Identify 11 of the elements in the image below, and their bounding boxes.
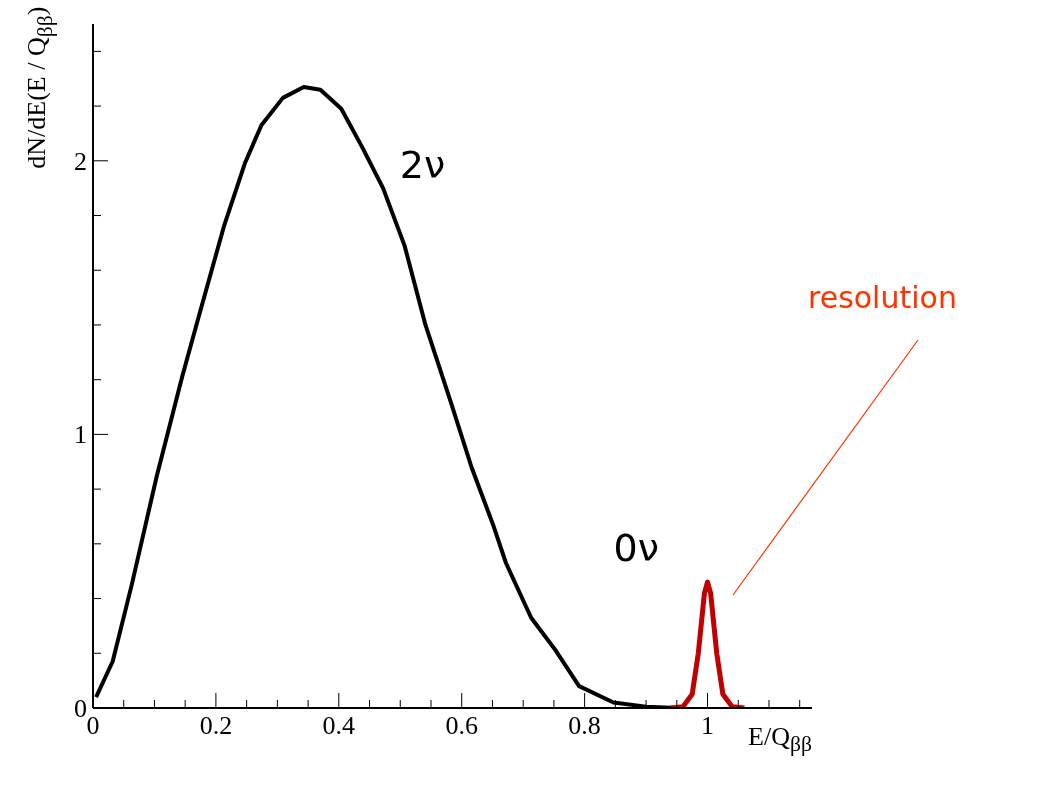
annotation: resolution xyxy=(808,280,957,315)
y-tick-label: 2 xyxy=(74,146,87,176)
y-tick-label: 1 xyxy=(74,420,87,450)
x-tick-label: 1 xyxy=(701,711,715,740)
x-tick-label: 0.2 xyxy=(199,711,233,740)
x-tick-label: 0.8 xyxy=(568,711,601,740)
series-label: 2ν xyxy=(399,142,446,187)
series-label: 0ν xyxy=(613,526,659,571)
x-tick-label: 0.4 xyxy=(322,711,356,740)
x-axis-title: E/Q$_{ββ}$ xyxy=(748,722,812,757)
x-tick-label: 0.6 xyxy=(445,711,478,740)
